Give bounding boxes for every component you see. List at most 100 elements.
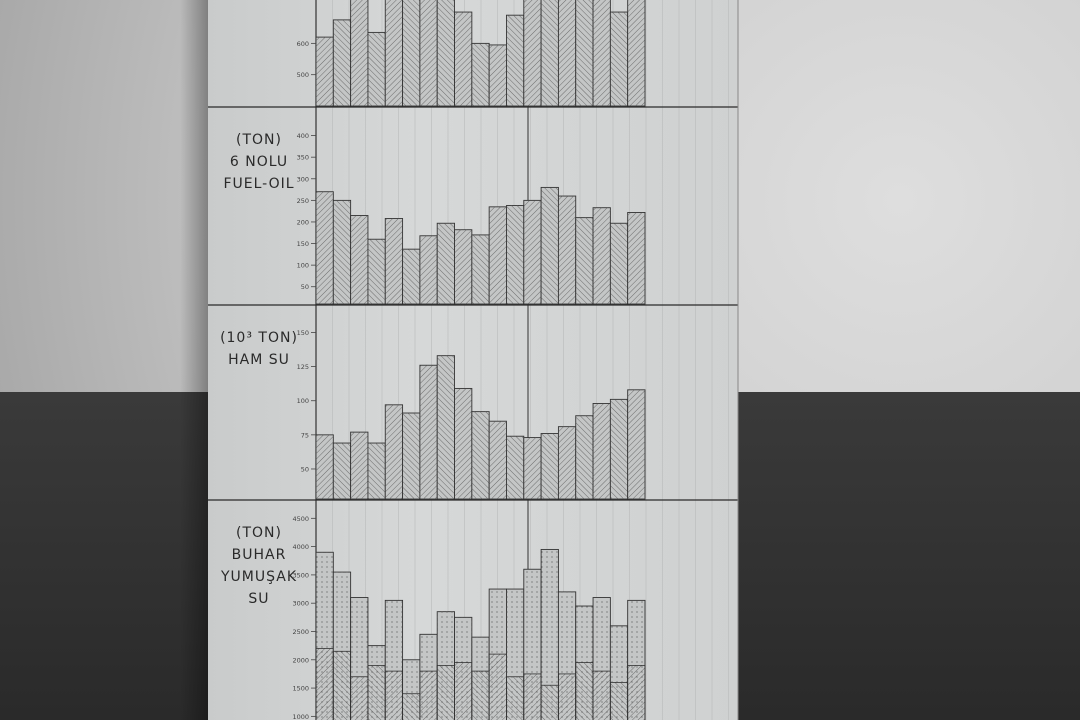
bar-texture <box>610 12 628 107</box>
bar-texture <box>385 0 403 106</box>
bar-texture <box>385 218 403 304</box>
panel-label: (TON) 6 NOLU FUEL-OIL <box>214 129 304 195</box>
tick-label: 200 <box>297 218 309 226</box>
bar-texture <box>489 44 507 106</box>
bar-texture <box>454 388 472 499</box>
bar-lower-segment <box>575 662 594 720</box>
tick-label: 50 <box>301 283 309 291</box>
bar-texture <box>506 436 524 499</box>
bar-texture <box>367 32 386 106</box>
bar-lower-segment <box>315 648 334 720</box>
bar-texture <box>610 399 628 499</box>
bar-texture <box>350 432 368 499</box>
bar-texture <box>575 415 594 499</box>
bar-lower-segment <box>402 693 421 720</box>
bar-texture <box>402 249 420 304</box>
tick-label: 125 <box>297 363 309 371</box>
tick-label: 4500 <box>292 515 309 523</box>
bar-lower-segment <box>488 653 507 720</box>
bar-texture <box>419 365 438 499</box>
tick-label: 600 <box>297 40 309 48</box>
bar-lower-segment <box>419 670 438 720</box>
panel-label-line: FUEL-OIL <box>223 176 295 192</box>
chart-board <box>208 0 738 720</box>
bar-texture <box>367 239 386 304</box>
bar-texture <box>558 196 576 304</box>
bar-texture <box>523 200 542 304</box>
bar-texture <box>575 217 594 304</box>
tick-label: 2000 <box>292 656 309 664</box>
bar-texture <box>419 0 438 106</box>
bar-lower-segment <box>506 676 525 720</box>
tick-label: 1000 <box>292 713 309 720</box>
tick-label: 4000 <box>292 543 309 551</box>
bar-lower-segment <box>367 665 386 720</box>
panel-label-line: (10³ TON) <box>220 330 298 346</box>
tick-label: 150 <box>297 329 309 337</box>
tick-label: 2500 <box>292 628 309 636</box>
bar-texture <box>471 411 490 499</box>
bar-texture <box>506 205 524 304</box>
bar-lower-segment <box>350 676 369 720</box>
bar-texture <box>627 389 645 499</box>
panel-label-line: HAM SU <box>228 352 290 368</box>
bar-texture <box>419 235 438 304</box>
bar-texture <box>575 0 594 106</box>
bar-texture <box>437 355 455 499</box>
tick-label: 75 <box>301 431 309 439</box>
tick-label: 100 <box>297 397 309 405</box>
bar-texture <box>437 0 455 106</box>
tick-label: 300 <box>297 175 309 183</box>
tick-label: 3000 <box>292 600 309 608</box>
tick-label: 350 <box>297 154 309 162</box>
bar-texture <box>489 206 507 304</box>
bar-lower-segment <box>471 670 490 720</box>
panel-label: (10³ TON) HAM SU <box>214 327 304 371</box>
bar-texture <box>316 37 334 106</box>
panel-label-line: YUMUŞAK <box>220 569 298 585</box>
bar-lower-segment <box>627 665 646 720</box>
bar-lower-segment <box>540 684 559 720</box>
tick-label: 250 <box>297 197 309 205</box>
bar-texture <box>489 421 507 499</box>
board-shadow <box>180 0 210 720</box>
bar-texture <box>316 191 334 304</box>
bar-texture <box>316 434 334 499</box>
bar-texture <box>558 426 576 499</box>
bar-texture <box>350 0 368 106</box>
bar-texture <box>627 212 645 304</box>
bar-texture <box>506 15 524 106</box>
bar-texture <box>437 223 455 304</box>
panel-label-line: (TON) <box>236 525 282 541</box>
tick-label: 50 <box>301 465 309 473</box>
bar-lower-segment <box>454 662 473 720</box>
bar-lower-segment <box>436 665 455 720</box>
tick-label: 150 <box>297 240 309 248</box>
bar-texture <box>593 0 611 106</box>
bar-texture <box>593 403 611 499</box>
panel-label-line: BUHAR <box>231 547 287 563</box>
bar-texture <box>558 0 576 106</box>
tick-label: 400 <box>297 132 309 140</box>
panel-label: (TON) BUHAR YUMUŞAK SU <box>214 522 304 610</box>
bar-texture <box>333 19 351 107</box>
panel-label-line: (TON) <box>236 132 282 148</box>
tick-label: 3500 <box>292 571 309 579</box>
bar-texture <box>454 229 472 304</box>
tick-label: 1500 <box>292 685 309 693</box>
bar-texture <box>333 200 351 304</box>
bar-texture <box>523 0 542 106</box>
bar-texture <box>350 215 368 304</box>
bar-texture <box>627 0 645 106</box>
bar-texture <box>333 443 351 499</box>
bar-texture <box>610 223 628 304</box>
bar-lower-segment <box>523 673 542 720</box>
bar-texture <box>471 43 490 106</box>
bar-texture <box>367 443 386 499</box>
bar-texture <box>454 12 472 107</box>
bar-texture <box>402 413 420 499</box>
panel-label-line: SU <box>248 591 270 607</box>
tick-label: 500 <box>297 71 309 79</box>
panel-label-line: 6 NOLU <box>229 154 289 170</box>
